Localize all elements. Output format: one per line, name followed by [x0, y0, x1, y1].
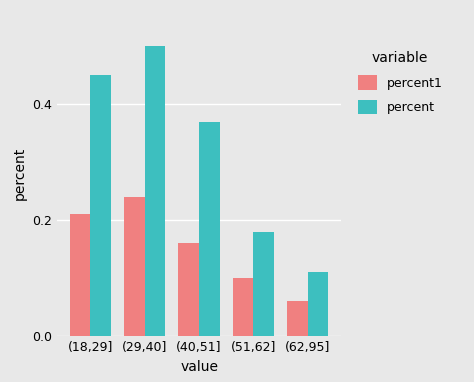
X-axis label: value: value — [180, 359, 218, 374]
Y-axis label: percent: percent — [12, 147, 27, 201]
Bar — [233, 278, 254, 336]
Bar — [254, 232, 274, 336]
Bar — [199, 121, 220, 336]
Bar — [91, 75, 111, 336]
Bar — [124, 197, 145, 336]
Bar — [287, 301, 308, 336]
Legend: percent1, percent: percent1, percent — [350, 44, 450, 121]
Bar — [145, 46, 165, 336]
Bar — [178, 243, 199, 336]
Bar — [308, 272, 328, 336]
Bar — [70, 214, 91, 336]
